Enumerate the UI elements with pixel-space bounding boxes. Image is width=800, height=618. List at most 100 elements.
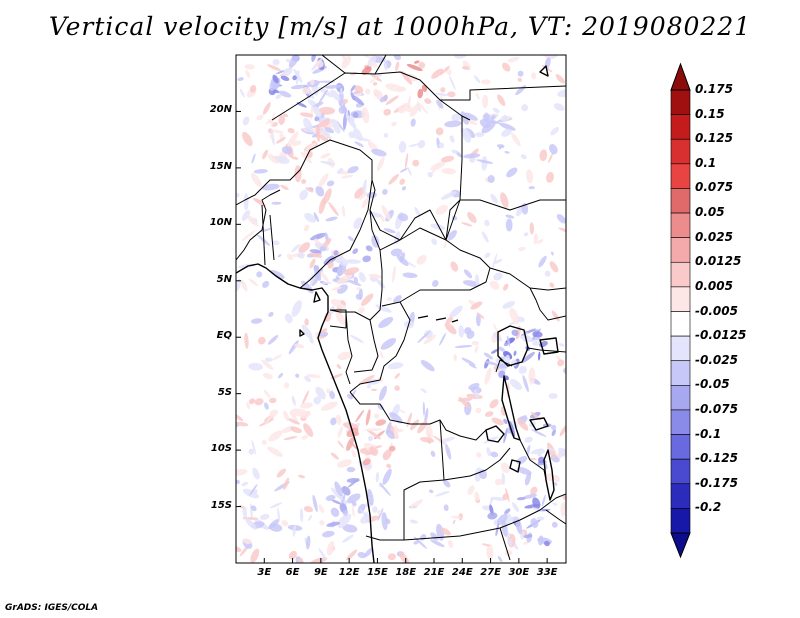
field-speckle bbox=[501, 114, 509, 123]
field-speckle bbox=[476, 159, 494, 164]
field-speckle bbox=[506, 167, 518, 178]
field-speckle bbox=[377, 404, 384, 410]
field-speckle bbox=[346, 437, 355, 451]
field-speckle bbox=[236, 421, 249, 427]
field-speckle bbox=[533, 233, 539, 245]
field-speckle bbox=[293, 68, 303, 84]
field-speckle bbox=[248, 448, 255, 455]
lon-tick-label: 27E bbox=[480, 567, 501, 578]
colorbar-label: 0.1 bbox=[695, 155, 717, 170]
field-speckle bbox=[246, 402, 251, 410]
field-speckle bbox=[424, 407, 429, 424]
field-speckle bbox=[503, 428, 508, 444]
field-speckle bbox=[326, 388, 330, 394]
field-speckle bbox=[518, 415, 527, 420]
field-speckle bbox=[301, 434, 309, 440]
field-speckle bbox=[518, 246, 526, 251]
field-speckle bbox=[537, 239, 544, 244]
field-speckle bbox=[379, 95, 388, 103]
lake-bangweulu bbox=[509, 459, 521, 473]
field-speckle bbox=[397, 213, 409, 222]
field-speckle bbox=[418, 61, 426, 69]
field-speckle bbox=[283, 113, 289, 117]
longitude-ticks bbox=[263, 558, 548, 563]
field-speckle bbox=[557, 359, 565, 367]
field-speckle bbox=[481, 231, 489, 243]
field-speckle bbox=[531, 337, 541, 341]
field-speckle bbox=[502, 283, 509, 291]
field-speckle bbox=[281, 520, 289, 527]
field-speckle bbox=[502, 301, 516, 309]
field-speckle bbox=[278, 372, 284, 379]
field-speckle bbox=[503, 342, 509, 347]
field-speckle bbox=[451, 149, 459, 154]
field-speckle bbox=[337, 426, 343, 438]
field-speckle bbox=[550, 424, 557, 431]
field-speckle bbox=[468, 363, 477, 369]
field-speckle bbox=[265, 118, 277, 124]
field-speckle bbox=[423, 334, 437, 345]
field-speckle bbox=[331, 499, 342, 505]
field-speckle bbox=[336, 120, 345, 133]
field-speckle bbox=[494, 478, 503, 486]
lat-tick-label: 10S bbox=[210, 443, 232, 455]
field-speckle bbox=[255, 198, 266, 207]
field-speckle bbox=[449, 75, 456, 91]
field-speckle bbox=[350, 334, 364, 343]
field-speckle bbox=[521, 351, 535, 363]
field-speckle bbox=[440, 527, 451, 536]
border-togo bbox=[269, 214, 275, 261]
field-speckle bbox=[385, 95, 399, 105]
grads-credit: GrADS: IGES/COLA bbox=[5, 603, 99, 613]
field-speckle bbox=[454, 344, 473, 349]
field-speckle bbox=[271, 129, 284, 134]
field-speckle bbox=[281, 146, 293, 155]
field-speckle bbox=[458, 396, 471, 409]
field-speckle bbox=[250, 318, 263, 324]
field-speckle bbox=[435, 204, 449, 215]
field-speckle bbox=[303, 117, 314, 133]
colorbar-label: 0.005 bbox=[695, 278, 733, 293]
field-speckle bbox=[531, 72, 537, 80]
field-speckle bbox=[245, 70, 251, 78]
field-speckle bbox=[236, 479, 240, 485]
field-speckle bbox=[390, 248, 403, 257]
field-speckle bbox=[351, 505, 355, 517]
field-speckle bbox=[318, 504, 324, 514]
field-speckle bbox=[353, 217, 363, 230]
field-speckle bbox=[470, 386, 482, 394]
colorbar-box bbox=[670, 311, 691, 337]
field-speckle bbox=[307, 514, 313, 522]
field-speckle bbox=[551, 429, 556, 437]
field-speckle bbox=[360, 514, 372, 524]
colorbar-label: 0.05 bbox=[695, 205, 725, 220]
field-speckle bbox=[325, 494, 336, 501]
field-speckle bbox=[248, 362, 263, 371]
field-speckle bbox=[429, 489, 434, 493]
field-speckle bbox=[241, 280, 248, 292]
field-speckle bbox=[425, 423, 433, 441]
field-speckle bbox=[388, 445, 396, 452]
colorbar-box bbox=[670, 286, 691, 312]
field-speckle bbox=[475, 407, 482, 414]
field-speckle bbox=[334, 481, 343, 497]
field-speckle bbox=[517, 77, 522, 82]
field-speckle bbox=[402, 272, 418, 279]
border-cameroon bbox=[329, 209, 383, 321]
field-speckle bbox=[366, 384, 371, 389]
field-speckle bbox=[504, 508, 511, 515]
field-speckle bbox=[288, 550, 298, 560]
field-speckle bbox=[380, 338, 397, 350]
lat-tick-label: EQ bbox=[216, 330, 232, 342]
field-speckle bbox=[493, 272, 503, 281]
field-speckle bbox=[331, 286, 342, 291]
field-speckle bbox=[289, 412, 299, 422]
field-speckle bbox=[524, 436, 533, 443]
field-speckle bbox=[342, 509, 349, 516]
field-speckle bbox=[447, 230, 457, 241]
field-speckle bbox=[382, 449, 392, 461]
lat-tick-label: 15N bbox=[209, 160, 232, 172]
field-speckle bbox=[399, 252, 406, 263]
field-speckle bbox=[248, 278, 259, 287]
field-speckle bbox=[386, 463, 392, 469]
